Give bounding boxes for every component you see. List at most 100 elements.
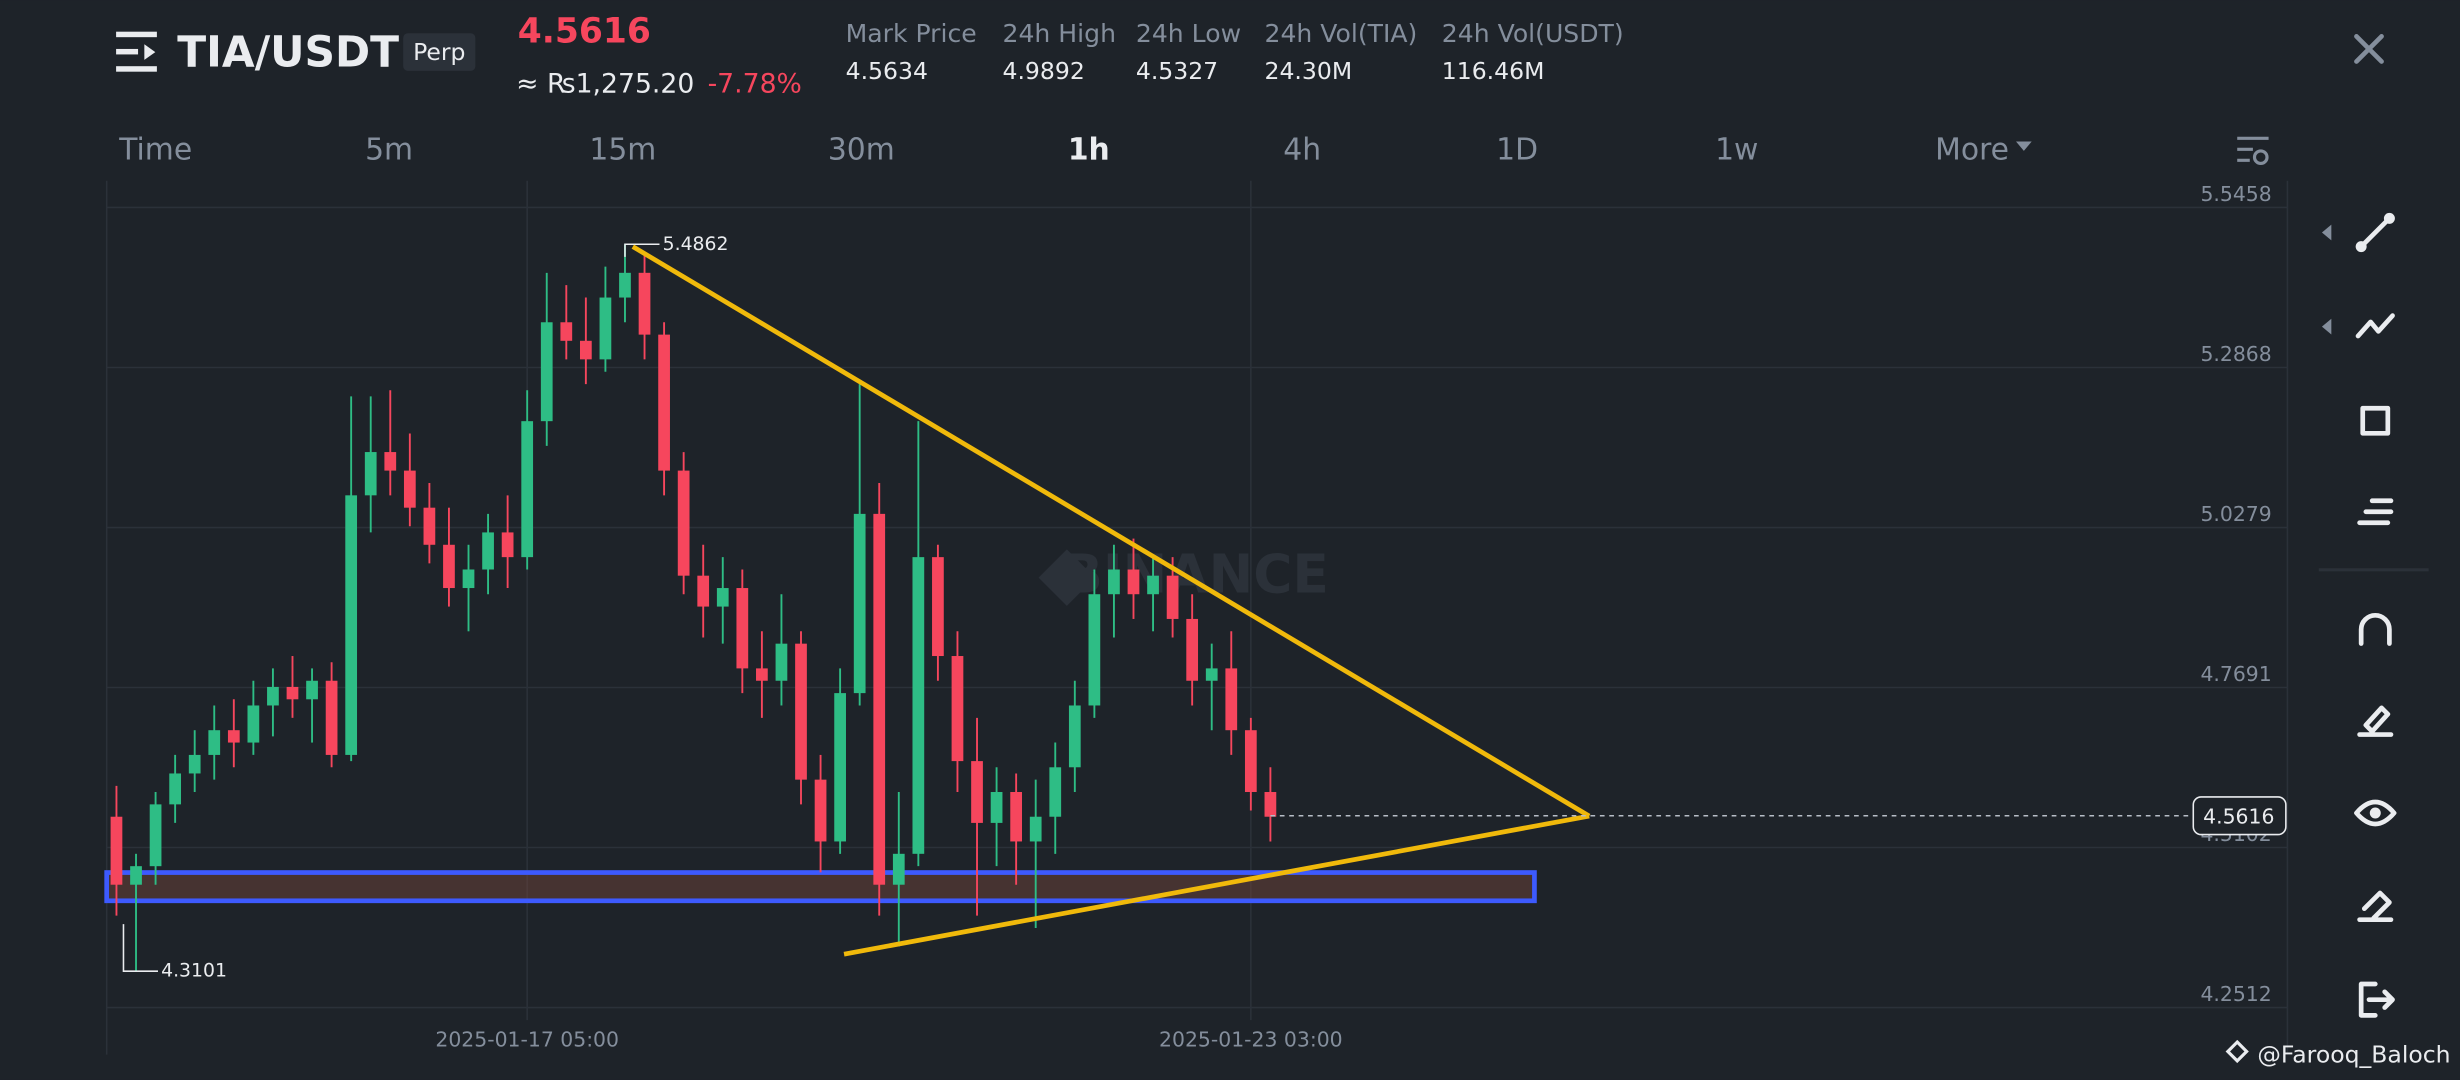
candle-body <box>814 779 827 842</box>
expand-arrow <box>2321 224 2332 241</box>
interval-tab[interactable]: 1w <box>1715 132 1758 167</box>
price-change: -7.78% <box>708 69 802 100</box>
trendline-tool[interactable] <box>2355 212 2395 253</box>
stat-value: 4.9892 <box>1003 57 1085 85</box>
menu-bar <box>116 48 139 55</box>
candle-body <box>971 761 983 823</box>
interval-tab[interactable]: 1D <box>1496 132 1538 167</box>
shape-tool[interactable] <box>2360 405 2391 436</box>
stat-value: 4.5634 <box>846 57 928 85</box>
tool-icon <box>2355 313 2395 339</box>
stat-value: 4.5327 <box>1136 57 1218 85</box>
magnet-tool[interactable] <box>2358 613 2392 646</box>
interval-tab[interactable]: More <box>1935 132 2009 167</box>
credit-logo <box>2225 1039 2249 1064</box>
close-icon <box>2354 34 2384 64</box>
dropdown-arrow <box>2016 141 2032 151</box>
tool-icon <box>2357 705 2394 737</box>
tool-icon <box>2383 212 2395 224</box>
candle-body <box>384 452 397 471</box>
candle-body <box>110 816 123 885</box>
tool-icon <box>2358 613 2392 646</box>
candle-body <box>677 470 690 576</box>
candle-body <box>188 754 201 774</box>
candle-body <box>227 730 240 743</box>
menu-button[interactable] <box>116 31 157 72</box>
y-tick-label: 4.2512 <box>2200 982 2271 1006</box>
y-tick-label: 5.2868 <box>2200 342 2271 366</box>
badge: Perp <box>413 38 465 66</box>
candle-body <box>697 575 710 607</box>
candle-body <box>208 730 221 755</box>
candle-body <box>1186 618 1199 681</box>
candle-body <box>306 680 318 700</box>
candle-body <box>951 656 964 762</box>
watermark-logo <box>1038 549 1096 606</box>
candle-body <box>130 866 142 885</box>
drawing-toolbar <box>2318 212 2429 1018</box>
candle-body <box>325 680 338 755</box>
candle-body <box>1127 569 1140 595</box>
fib-tool[interactable] <box>2357 498 2394 526</box>
candle-body <box>775 643 788 681</box>
interval-tab[interactable]: 5m <box>365 132 413 167</box>
pen-tool[interactable] <box>2357 705 2394 737</box>
visibility-tool[interactable] <box>2354 799 2397 827</box>
trendline <box>631 244 1591 819</box>
candle-body <box>345 495 358 755</box>
y-tick-label: 5.5458 <box>2200 182 2271 206</box>
pair-title: TIA/USDT <box>177 28 399 77</box>
chart-settings[interactable] <box>2237 136 2269 166</box>
candle-body <box>540 322 553 422</box>
interval-tab[interactable]: 15m <box>589 132 656 167</box>
candle-body <box>1049 767 1062 817</box>
stat-value: 24.30M <box>1265 57 1353 85</box>
stat-label: 24h Vol(TIA) <box>1265 19 1418 48</box>
candle-body <box>1010 792 1023 842</box>
y-tick-label: 5.0279 <box>2200 502 2271 526</box>
candle-body <box>795 643 807 780</box>
candle-body <box>932 557 944 657</box>
candle-body <box>1088 594 1101 706</box>
candle-body <box>364 452 377 496</box>
candle-body <box>169 773 182 805</box>
interval-tab[interactable]: 30m <box>828 132 895 167</box>
interval-tab[interactable]: 1h <box>1068 132 1110 167</box>
last-price: 4.5616 <box>518 12 651 52</box>
candle-body <box>1225 668 1238 731</box>
candle-body <box>267 686 279 706</box>
pattern-tool[interactable] <box>2355 313 2395 339</box>
interval-tab[interactable]: Time <box>118 132 192 167</box>
stat-label: 24h Low <box>1136 19 1241 48</box>
candle-body <box>853 513 866 694</box>
tool-icon <box>2354 799 2397 827</box>
chart: BINANCE5.54585.28685.02794.76914.51024.2… <box>104 180 2289 1055</box>
candle-body <box>756 668 768 681</box>
close-button[interactable] <box>2354 34 2384 64</box>
candle-body <box>1147 575 1159 595</box>
candle-body <box>716 588 729 607</box>
settings-icon <box>2237 136 2269 162</box>
candle-body <box>892 853 905 885</box>
candle-body <box>482 532 494 570</box>
stat-value: 116.46M <box>1442 57 1545 85</box>
exit-tool[interactable] <box>2358 981 2395 1018</box>
eraser-tool[interactable] <box>2357 890 2394 923</box>
tool-icon <box>2358 981 2395 1018</box>
y-tick-label: 4.7691 <box>2200 662 2271 686</box>
candle-body <box>462 569 475 589</box>
low-marker-line <box>122 924 158 972</box>
fiat-price: ≈ ₨1,275.20 <box>516 69 694 100</box>
candle-body <box>619 272 631 298</box>
badge-bg <box>403 33 476 71</box>
candle-body <box>736 588 749 669</box>
candle-body <box>1264 792 1277 817</box>
last-price-label: 4.5616 <box>2203 804 2274 828</box>
candle-body <box>423 507 436 545</box>
support-zone <box>104 870 1537 904</box>
credit: @Farooq_Baloch <box>2257 1041 2450 1069</box>
interval-tab[interactable]: 4h <box>1283 132 1321 167</box>
candle-body <box>1205 668 1218 681</box>
last-price-tag <box>2192 796 2287 836</box>
